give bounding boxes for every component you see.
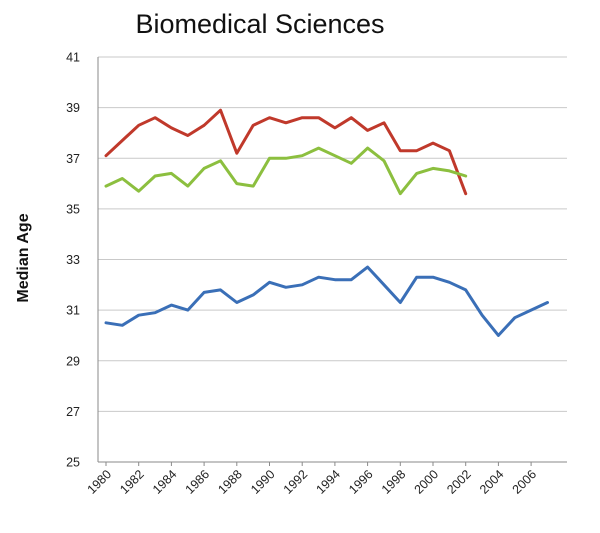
- x-tick-label-1984: 1984: [150, 467, 180, 497]
- x-tick-labels: 1980 1982 1984 1986 1988 1990 1992 1994 1996 1998…: [85, 467, 540, 497]
- y-tick-label-31: 31: [66, 304, 80, 318]
- y-tick-label-35: 35: [66, 202, 80, 216]
- x-tick-label-2004: 2004: [477, 467, 507, 497]
- x-tick-label-1986: 1986: [183, 467, 213, 497]
- x-tick-label-1992: 1992: [281, 467, 311, 497]
- y-tick-label-39: 39: [66, 101, 80, 115]
- x-tick-label-1982: 1982: [117, 467, 147, 497]
- x-tick-label-1998: 1998: [379, 467, 409, 497]
- x-tick-label-1988: 1988: [215, 467, 245, 497]
- y-tick-label-37: 37: [66, 152, 80, 166]
- y-tick-label-33: 33: [66, 253, 80, 267]
- x-tick-label-1994: 1994: [313, 467, 343, 497]
- y-axis-label: Median Age: [15, 213, 32, 302]
- series-line-3: [104, 265, 549, 337]
- x-tick-label-1996: 1996: [346, 467, 376, 497]
- x-tick-label-2002: 2002: [444, 467, 474, 497]
- gridlines: [98, 56, 567, 412]
- series-line-1: [104, 108, 468, 196]
- chart-title: Biomedical Sciences: [135, 9, 384, 39]
- axes: [97, 57, 567, 466]
- y-tick-labels: 25 27 29 31 33 35 37 39 41: [66, 51, 80, 470]
- x-tick-label-1990: 1990: [248, 467, 278, 497]
- y-tick-label-41: 41: [66, 51, 80, 65]
- series-lines: [104, 108, 549, 337]
- y-tick-label-25: 25: [66, 456, 80, 470]
- series-line-2: [104, 146, 468, 196]
- x-tick-label-2006: 2006: [510, 467, 540, 497]
- y-tick-label-27: 27: [66, 405, 80, 419]
- x-tick-label-1980: 1980: [85, 467, 115, 497]
- y-tick-label-29: 29: [66, 354, 80, 368]
- x-tick-label-2000: 2000: [412, 467, 442, 497]
